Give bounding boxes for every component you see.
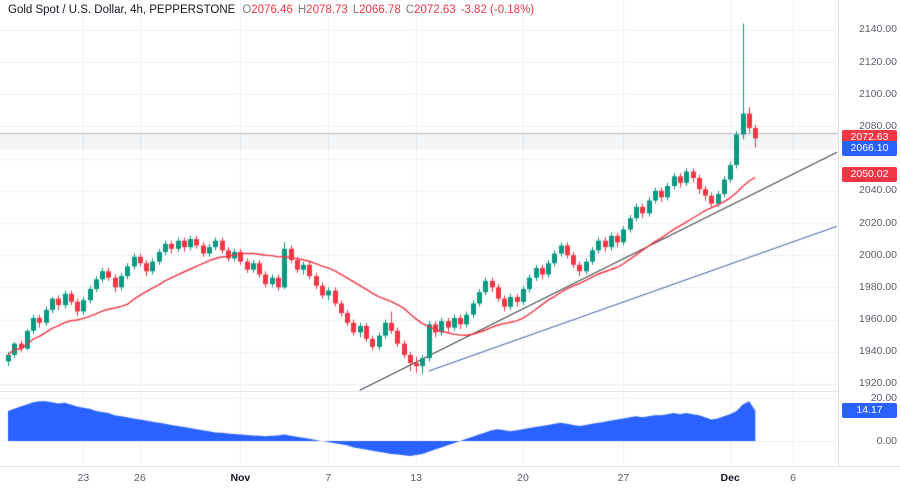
time-axis-label: 20 [517,472,529,484]
ohlc-value: 2072.63 [414,4,456,16]
change-value: -3.82 (-0.18%) [460,4,535,16]
ohlc-key: L [352,4,360,16]
time-axis[interactable]: 23 26 Nov 7 13 20 27 Dec 6 [0,466,900,489]
osc-axis-label: 20.00 [870,391,897,404]
price-axis-label: 2000.00 [859,248,897,261]
time-axis-label: 13 [410,472,423,484]
ohlc-value: 2066.78 [359,4,401,16]
symbol-header: Gold Spot / U.S. Dollar, 4h, PEPPERSTONE… [8,4,534,16]
time-axis-label: Dec [720,472,740,484]
ohlc-key: H [297,4,307,16]
price-axis[interactable]: 2140.00 2120.00 2100.00 2080.00 2040.00 2020.… [838,0,900,466]
price-badge: 2066.10 [842,140,897,156]
ohlc-value: 2078.73 [306,4,348,16]
ohlc-key: O [242,4,252,16]
price-axis-label: 2140.00 [859,23,897,36]
price-axis-label: 2040.00 [859,184,897,197]
price-axis-label: 1980.00 [859,280,897,293]
time-axis-label: 6 [790,472,796,484]
osc-axis-label: 0.00 [876,434,897,447]
price-badge: 2050.02 [842,166,897,182]
time-axis-label: 26 [134,472,146,484]
price-badge: 14.17 [842,402,897,418]
ohlc-values: O2076.46 H2078.73 L2066.78 C2072.63 [237,4,455,16]
time-axis-label: 27 [617,472,630,484]
time-axis-label: 23 [77,472,90,484]
price-axis-label: 2020.00 [859,216,897,229]
price-axis-label: 2120.00 [859,55,897,68]
price-axis-label: 1940.00 [859,345,897,358]
price-axis-label: 2100.00 [859,87,897,100]
time-axis-label: Nov [230,472,251,484]
price-axis-label: 1960.00 [859,313,897,326]
time-axis-label: 7 [325,472,332,484]
chart-canvas[interactable] [0,0,838,466]
ohlc-value: 2076.46 [251,4,293,16]
symbol-title[interactable]: Gold Spot / U.S. Dollar, 4h, PEPPERSTONE [8,4,236,16]
price-axis-label: 1920.00 [859,377,897,390]
pane-divider[interactable] [0,391,900,392]
price-axis-label: 2080.00 [859,119,897,132]
ohlc-key: C [405,4,415,16]
